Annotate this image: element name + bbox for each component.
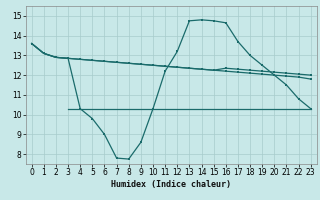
X-axis label: Humidex (Indice chaleur): Humidex (Indice chaleur) (111, 180, 231, 189)
